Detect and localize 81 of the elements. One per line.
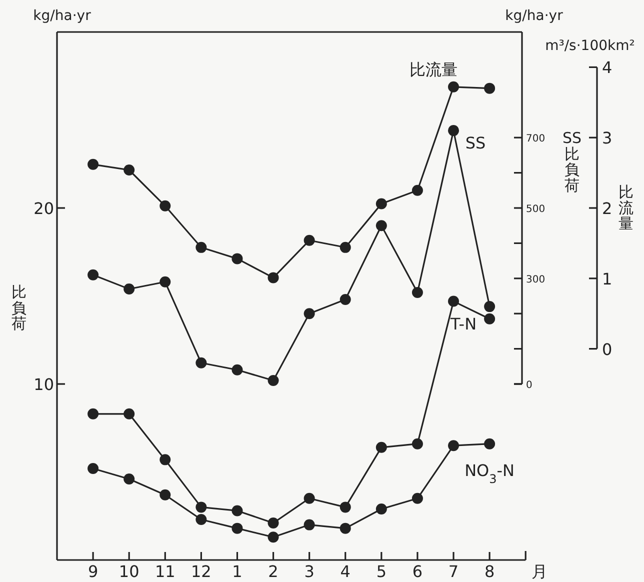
- y3-tick-label: 0: [602, 340, 612, 359]
- y-tick-label: 20: [34, 199, 54, 218]
- point: [268, 518, 279, 529]
- y2-tick-label: 500: [526, 204, 546, 215]
- point: [376, 442, 387, 453]
- point: [160, 200, 171, 212]
- point: [484, 82, 496, 94]
- series-label: SS: [465, 134, 486, 153]
- point: [88, 269, 99, 280]
- series-label: NO$_{3}$-N: [464, 460, 515, 486]
- point: [268, 532, 279, 543]
- y-axis-title: 比負荷: [12, 283, 26, 332]
- y3-tick-label: 4: [602, 58, 612, 78]
- text: kg/ha·yr: [33, 8, 92, 24]
- point: [196, 514, 207, 526]
- y3-tick-label: 3: [602, 128, 612, 148]
- point: [448, 440, 460, 452]
- x-axis-title: 月: [532, 562, 548, 581]
- x-tick-label: 6: [412, 562, 423, 581]
- y2-tick-label: 700: [526, 134, 546, 145]
- point: [88, 408, 99, 420]
- point: [340, 242, 351, 253]
- x-tick-label: 5: [376, 562, 387, 581]
- x-tick-label: 10: [118, 562, 140, 581]
- x-tick-label: 2: [268, 562, 278, 581]
- x-tick-label: 8: [484, 562, 495, 581]
- point: [124, 408, 135, 420]
- x-tick-label: 9: [88, 562, 98, 581]
- point: [304, 308, 315, 320]
- point: [232, 364, 243, 376]
- point: [160, 276, 171, 288]
- point: [448, 81, 460, 92]
- point: [304, 234, 315, 246]
- point: [304, 492, 315, 504]
- y3-axis-title: 比流量: [618, 183, 634, 232]
- text: kg/ha·yr: [505, 8, 564, 24]
- series-label: T-N: [449, 314, 477, 334]
- y2-tick-label: 300: [526, 274, 546, 286]
- point: [196, 502, 207, 513]
- point: [268, 374, 279, 386]
- point: [232, 253, 243, 264]
- point: [232, 522, 243, 534]
- point: [88, 462, 99, 474]
- point: [448, 296, 460, 307]
- point: [124, 164, 135, 176]
- series-label: 比流量: [410, 60, 458, 79]
- point: [484, 438, 496, 450]
- text: m³/s·100km²: [545, 38, 635, 54]
- point: [124, 283, 135, 294]
- point: [268, 272, 279, 284]
- point: [376, 198, 387, 210]
- point: [88, 158, 99, 170]
- point: [412, 286, 423, 298]
- point: [340, 294, 351, 306]
- point: [160, 489, 171, 500]
- point: [412, 184, 423, 196]
- x-tick-label: 7: [448, 562, 459, 581]
- point: [232, 505, 243, 516]
- point: [376, 503, 387, 514]
- x-tick-label: 11: [154, 562, 176, 581]
- y2-axis-title: SS 比負荷: [562, 129, 582, 194]
- x-tick-label: 12: [191, 562, 212, 581]
- point: [412, 438, 423, 450]
- y3-tick-label: 1: [602, 269, 612, 288]
- x-tick-label: 4: [340, 562, 350, 581]
- point: [340, 522, 351, 534]
- x-tick-label: 3: [304, 562, 314, 581]
- point: [304, 519, 315, 530]
- point: [196, 357, 207, 368]
- point: [160, 454, 171, 466]
- y3-tick-label: 2: [602, 199, 612, 218]
- point: [484, 313, 496, 324]
- point: [196, 242, 207, 253]
- x-tick-label: 1: [232, 562, 242, 581]
- point: [124, 474, 135, 485]
- point: [340, 502, 351, 513]
- point: [484, 301, 496, 312]
- point: [448, 125, 460, 136]
- point: [412, 492, 423, 504]
- point: [376, 220, 387, 232]
- y2-tick-label: 0: [526, 380, 532, 391]
